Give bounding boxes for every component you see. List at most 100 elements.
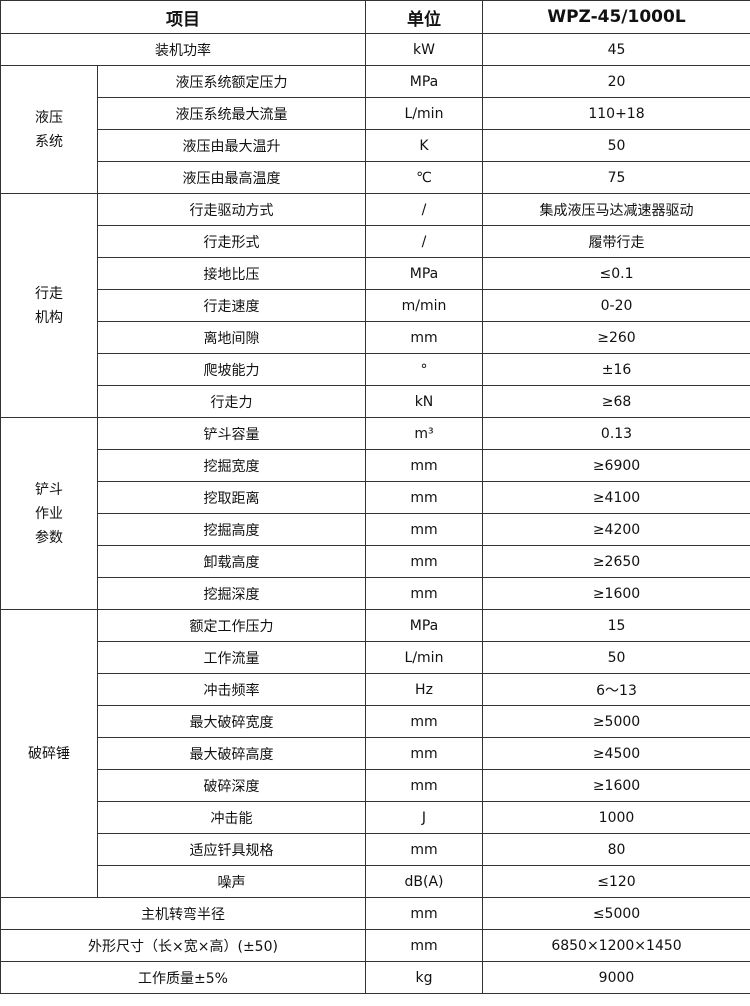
row-label: 适应钎具规格	[97, 833, 366, 866]
row-label: 主机转弯半径	[0, 897, 366, 930]
row-label: 工作流量	[97, 641, 366, 674]
row-unit: mm	[365, 833, 483, 866]
row-value: 9000	[482, 961, 750, 994]
row-unit: /	[365, 225, 483, 258]
table-row: 接地比压 MPa ≤0.1	[1, 257, 750, 290]
header-item: 项目	[0, 0, 366, 34]
row-unit: ℃	[365, 161, 483, 194]
group-label-line: 机构	[35, 309, 63, 326]
row-label: 冲击频率	[97, 673, 366, 706]
row-unit: m³	[365, 417, 483, 450]
row-label: 挖掘高度	[97, 513, 366, 546]
row-value: 1000	[482, 801, 750, 834]
row-label: 挖掘宽度	[97, 449, 366, 482]
row-unit: mm	[365, 481, 483, 514]
row-unit: /	[365, 193, 483, 226]
table-row: 最大破碎高度 mm ≥4500	[1, 737, 750, 770]
row-value: 0-20	[482, 289, 750, 322]
row-label: 最大破碎高度	[97, 737, 366, 770]
table-row: 破碎锤 额定工作压力 MPa 15	[0, 609, 750, 898]
row-label: 行走驱动方式	[97, 193, 366, 226]
row-unit: MPa	[365, 609, 483, 642]
row-value: 6～13	[482, 673, 750, 706]
row-value: ≤0.1	[482, 257, 750, 290]
row-unit: dB(A)	[365, 865, 483, 898]
row-value: ≤5000	[482, 897, 750, 930]
row-label: 行走力	[97, 385, 366, 418]
row-label: 挖掘深度	[97, 577, 366, 610]
row-label: 额定工作压力	[97, 609, 366, 642]
table-row: 液压系统最大流量 L/min 110+18	[1, 97, 750, 130]
row-label: 卸载高度	[97, 545, 366, 578]
row-label: 最大破碎宽度	[97, 705, 366, 738]
row-value: ≥4500	[482, 737, 750, 770]
table-row: 外形尺寸（长×宽×高）(±50) mm 6850×1200×1450	[0, 929, 750, 962]
row-value: ≥4200	[482, 513, 750, 546]
row-unit: m/min	[365, 289, 483, 322]
table-row: 铲斗 作业 参数 铲斗容量 m³ 0.13	[0, 417, 750, 610]
table-row: 工作流量 L/min 50	[1, 641, 750, 674]
row-value: ≥1600	[482, 577, 750, 610]
group-label: 液压 系统	[0, 65, 98, 194]
row-unit: mm	[365, 513, 483, 546]
row-unit: kg	[365, 961, 483, 994]
group-label-line: 液压	[35, 109, 63, 126]
group-label-line: 参数	[35, 529, 63, 546]
row-value: 50	[482, 641, 750, 674]
row-value: 履带行走	[482, 225, 750, 258]
table-row: 破碎深度 mm ≥1600	[1, 769, 750, 802]
row-unit: L/min	[365, 97, 483, 130]
table-row: 工作质量±5% kg 9000	[0, 961, 750, 994]
row-unit: J	[365, 801, 483, 834]
row-label: 工作质量±5%	[0, 961, 366, 994]
table-row: 液压由最大温升 K 50	[1, 129, 750, 162]
group-label-line: 行走	[35, 285, 63, 302]
row-value: 20	[482, 65, 750, 98]
row-value: ≥1600	[482, 769, 750, 802]
row-unit: mm	[365, 737, 483, 770]
row-value: 6850×1200×1450	[482, 929, 750, 962]
table-row: 挖取距离 mm ≥4100	[1, 481, 750, 514]
table-row: 离地间隙 mm ≥260	[1, 321, 750, 354]
table-row: 爬坡能力 ° ±16	[1, 353, 750, 386]
row-label: 噪声	[97, 865, 366, 898]
row-value: ≤120	[482, 865, 750, 898]
row-label: 外形尺寸（长×宽×高）(±50)	[0, 929, 366, 962]
table-row: 挖掘高度 mm ≥4200	[1, 513, 750, 546]
row-label: 液压系统最大流量	[97, 97, 366, 130]
row-label: 铲斗容量	[97, 417, 366, 450]
row-label: 液压系统额定压力	[97, 65, 366, 98]
row-unit: L/min	[365, 641, 483, 674]
row-unit: Hz	[365, 673, 483, 706]
row-label: 挖取距离	[97, 481, 366, 514]
group-label: 破碎锤	[0, 609, 98, 898]
header-row: 项目 单位 WPZ-45/1000L	[0, 0, 750, 34]
row-value: 110+18	[482, 97, 750, 130]
row-label: 液压由最高温度	[97, 161, 366, 194]
table-row: 挖掘宽度 mm ≥6900	[1, 449, 750, 482]
row-unit: mm	[365, 321, 483, 354]
row-value: ±16	[482, 353, 750, 386]
table-row: 行走速度 m/min 0-20	[1, 289, 750, 322]
row-unit: mm	[365, 577, 483, 610]
row-unit: mm	[365, 897, 483, 930]
row-unit: °	[365, 353, 483, 386]
row-value: ≥260	[482, 321, 750, 354]
row-unit: mm	[365, 705, 483, 738]
table-row: 适应钎具规格 mm 80	[1, 833, 750, 866]
row-label: 液压由最大温升	[97, 129, 366, 162]
row-label: 行走速度	[97, 289, 366, 322]
row-label: 破碎深度	[97, 769, 366, 802]
group-label-line: 作业	[35, 505, 63, 522]
row-label: 接地比压	[97, 257, 366, 290]
table-row: 行走 机构 行走驱动方式 / 集成液压马达减速器驱动	[0, 193, 750, 418]
row-unit: mm	[365, 929, 483, 962]
row-unit: MPa	[365, 65, 483, 98]
table-row: 液压由最高温度 ℃ 75	[1, 161, 750, 194]
row-value: 0.13	[482, 417, 750, 450]
row-value: ≥5000	[482, 705, 750, 738]
table-row: 冲击能 J 1000	[1, 801, 750, 834]
row-label: 离地间隙	[97, 321, 366, 354]
table-row: 液压 系统 液压系统额定压力 MPa 20	[0, 65, 750, 194]
